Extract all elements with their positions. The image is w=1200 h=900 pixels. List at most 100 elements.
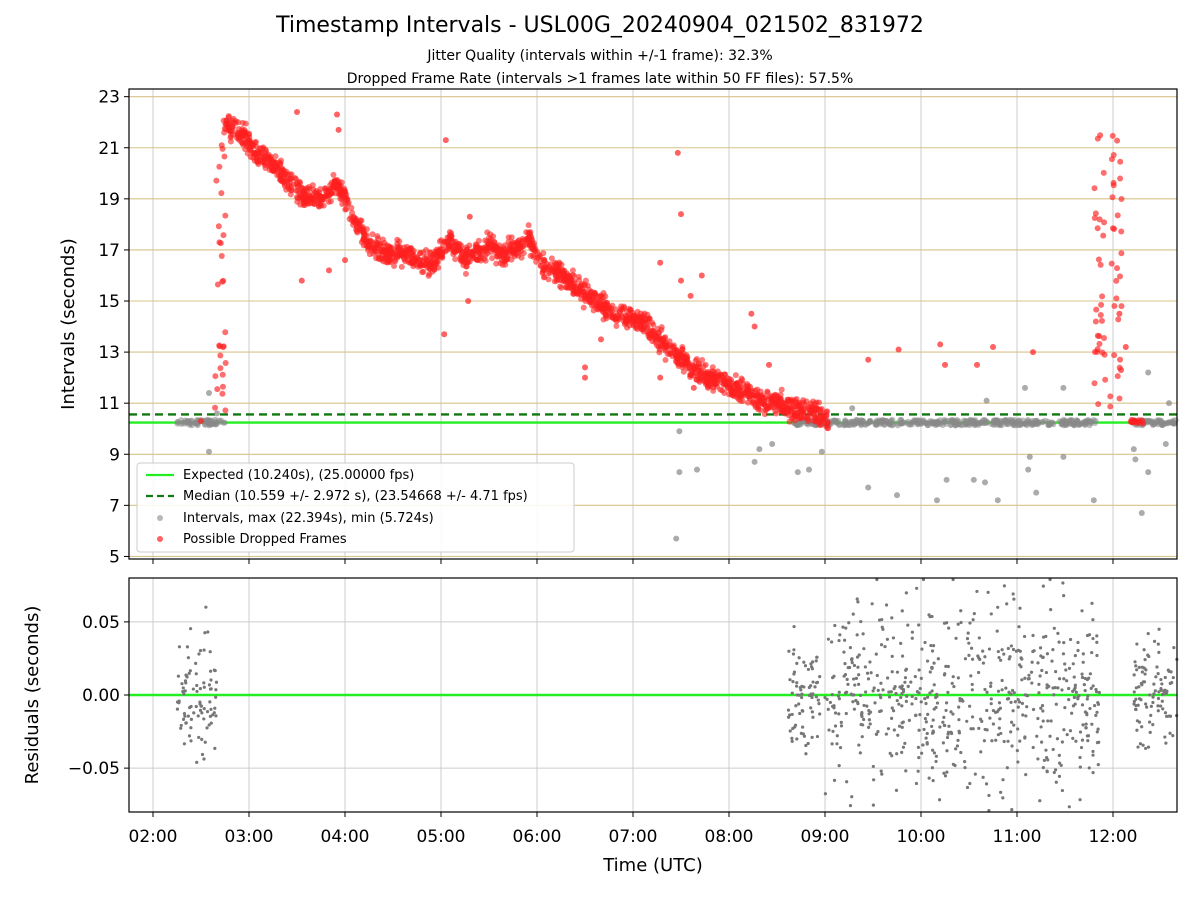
residual-point [996,733,1000,737]
residual-point [815,734,820,739]
dropped-frame-point [1114,212,1121,219]
dropped-frame-point [1113,277,1120,284]
dropped-frame-point [1093,306,1100,313]
residual-point [1156,672,1160,676]
residual-point [1052,626,1056,630]
dropped-frame-point [1118,228,1125,235]
residual-point [1083,676,1087,681]
dropped-frame-point [619,314,626,321]
dropped-frame-point [442,137,449,144]
residual-point [991,708,996,713]
dropped-frame-point [653,342,660,349]
x-tick-label: 07:00 [609,827,658,847]
residual-point [1096,763,1100,767]
residual-point [880,617,884,622]
residual-point [1090,601,1094,605]
dropped-frame-point [294,108,300,115]
residual-point [942,715,946,719]
dropped-frame-point [581,281,588,288]
residual-point [985,690,989,694]
dropped-frame-point [732,372,739,379]
residual-point [870,602,874,606]
dropped-frame-point [504,248,511,255]
dropped-frame-point [441,331,448,338]
dropped-frame-point [559,267,566,274]
residual-point [179,723,183,728]
residual-point [1006,646,1010,651]
residual-point [1040,668,1044,673]
dropped-frame-point [334,111,340,118]
interval-point [1090,497,1097,504]
residual-point [867,708,871,713]
residual-point [906,623,910,627]
residual-point [1005,766,1009,770]
residual-point [1065,679,1069,683]
residual-point [1056,631,1060,635]
residual-point [1000,648,1004,652]
residual-point [956,676,960,680]
residual-point [966,631,970,635]
residual-point [960,697,964,702]
interval-point [848,418,855,425]
dropped-frame-point [1117,273,1124,280]
dropped-frame-point [674,353,681,360]
residual-point [983,655,987,659]
residual-point [1044,670,1049,675]
residual-point [200,752,205,757]
dropped-frame-point [691,369,698,376]
interval-point [983,397,990,404]
residual-point [1018,739,1022,743]
dropped-frame-point [270,159,277,166]
residual-point [970,715,975,719]
residual-point [853,683,857,687]
residual-point [1021,713,1025,717]
residual-point [916,745,921,749]
residual-point [815,655,819,659]
dropped-frame-point [246,134,253,141]
residual-point [1149,713,1153,717]
dropped-frame-point [745,393,752,400]
residual-point [208,700,212,704]
residual-point [946,690,950,694]
residual-point [1095,634,1099,638]
dropped-frame-point [452,256,459,263]
residual-point [1060,740,1064,744]
residual-point [914,713,918,717]
residual-point [900,750,904,754]
residual-point [1081,660,1085,664]
residual-point [977,670,981,675]
residual-point [1048,577,1052,582]
residual-point [1077,694,1081,698]
dropped-frame-point [408,257,415,264]
residual-point [197,652,201,656]
residual-point [1000,688,1004,692]
residual-point [804,752,808,756]
dropped-frame-point [1098,301,1105,308]
residual-point [1057,640,1061,644]
residual-point [1081,723,1085,727]
residual-point [880,625,884,629]
residual-point [1061,581,1065,585]
residual-point [952,684,956,689]
dropped-frame-point [226,128,233,135]
residual-point [957,729,961,733]
dropped-frame-point [553,263,560,270]
dropped-frame-point [424,264,431,271]
residual-point [889,690,893,694]
residual-point [919,700,923,704]
residual-point [214,688,218,692]
dropped-frame-point [762,407,769,414]
dropped-frame-point [1092,210,1099,217]
residual-point [931,778,935,783]
dropped-frame-point [538,258,545,265]
dropped-frame-point [254,158,261,165]
residual-point [837,697,841,701]
residual-point [814,659,818,663]
residual-point [214,695,218,699]
x-tick-label: 12:00 [1089,827,1138,847]
residual-point [182,712,187,716]
residual-point [1152,692,1156,696]
residual-point [990,739,994,743]
interval-point [205,417,212,424]
dropped-frame-point [525,222,532,229]
